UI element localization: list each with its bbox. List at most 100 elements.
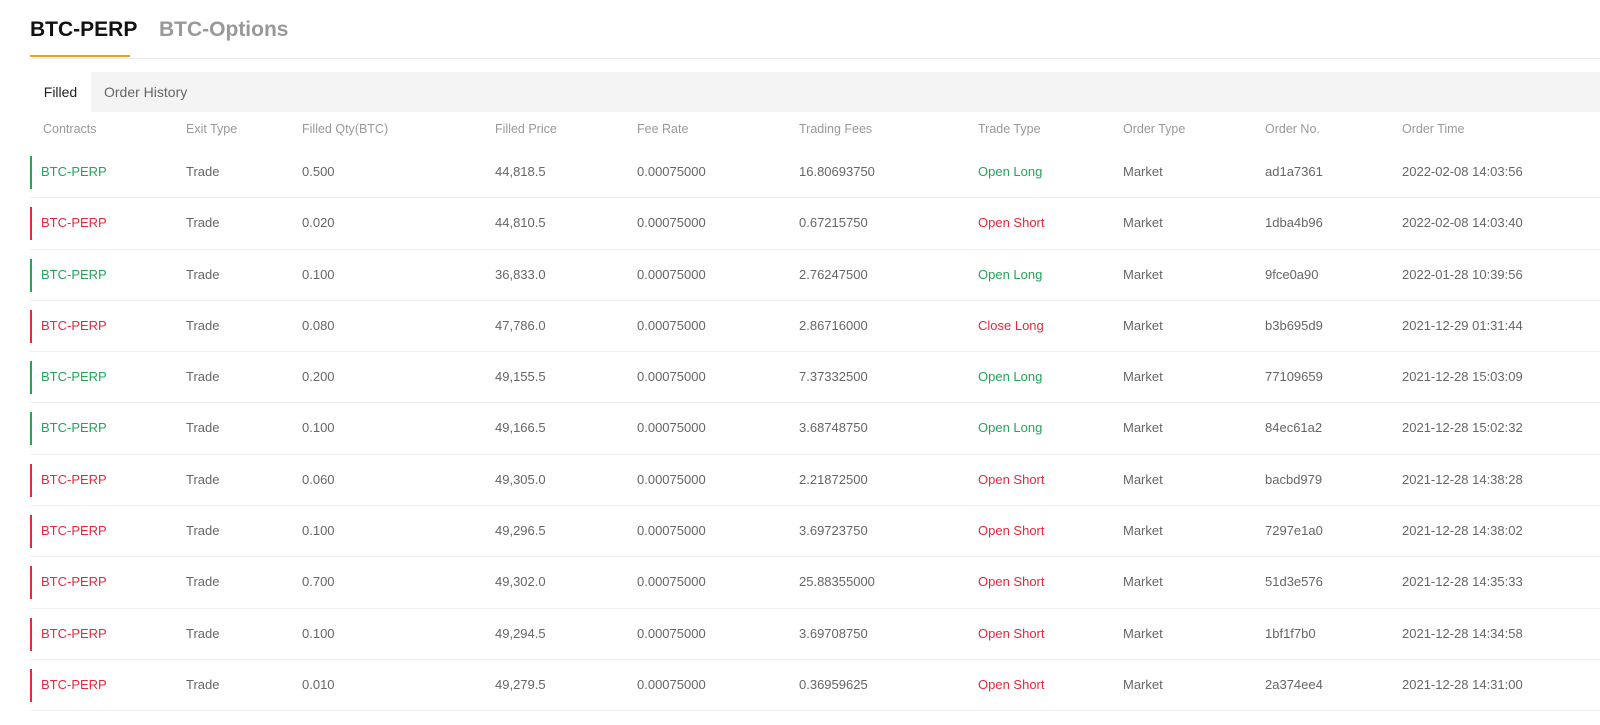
- cell-exit-type: Trade: [186, 574, 220, 590]
- cell-filled-price: 49,279.5: [495, 676, 546, 692]
- cell-trading-fees: 25.88355000: [799, 574, 875, 590]
- cell-trade-type: Open Short: [978, 215, 1045, 231]
- cell-filled-qty: 0.100: [302, 523, 335, 539]
- cell-order-time: 2021-12-28 14:38:28: [1402, 471, 1523, 487]
- cell-filled-qty: 0.500: [302, 164, 335, 179]
- cell-exit-type: Trade: [186, 471, 220, 487]
- table-row: BTC-PERP Trade 0.100 36,833.0 0.00075000 2.76…: [30, 250, 1600, 301]
- cell-order-no: ad1a7361: [1265, 164, 1323, 179]
- cell-order-type: Market: [1123, 625, 1163, 641]
- table-row: BTC-PERP Trade 0.100 49,294.5 0.00075000 3.69…: [30, 609, 1600, 660]
- table-row: BTC-PERP Trade 0.010 49,279.5 0.00075000 0.36…: [30, 660, 1600, 712]
- cell-filled-qty: 0.100: [302, 420, 335, 436]
- cell-order-type: Market: [1123, 523, 1163, 539]
- side-indicator-bar: [30, 156, 32, 189]
- cell-order-time: 2021-12-28 14:31:00: [1402, 676, 1523, 692]
- column-header-order-time: Order Time: [1402, 122, 1465, 136]
- cell-exit-type: Trade: [186, 266, 220, 282]
- cell-contract: BTC-PERP: [41, 164, 107, 179]
- cell-contract: BTC-PERP: [41, 420, 107, 436]
- cell-contract: BTC-PERP: [41, 523, 107, 539]
- cell-exit-type: Trade: [186, 164, 220, 179]
- cell-trade-type: Open Long: [978, 164, 1043, 179]
- cell-contract: BTC-PERP: [41, 317, 107, 333]
- tab-btc-options[interactable]: BTC-Options: [159, 18, 289, 41]
- cell-trade-type: Open Short: [978, 574, 1045, 590]
- cell-filled-price: 44,818.5: [495, 164, 546, 179]
- cell-trade-type: Close Long: [978, 317, 1044, 333]
- cell-contract: BTC-PERP: [41, 625, 107, 641]
- cell-order-time: 2021-12-28 15:03:09: [1402, 369, 1523, 385]
- table-row: BTC-PERP Trade 0.500 44,818.5 0.00075000 16.8…: [30, 147, 1600, 199]
- cell-order-time: 2021-12-28 15:02:32: [1402, 420, 1523, 436]
- cell-trading-fees: 3.69723750: [799, 523, 868, 539]
- cell-exit-type: Trade: [186, 523, 220, 539]
- column-header-trading-fees: Trading Fees: [799, 122, 873, 136]
- cell-order-time: 2021-12-29 01:31:44: [1402, 317, 1523, 333]
- tab-btc-perp[interactable]: BTC-PERP: [30, 18, 138, 41]
- cell-filled-qty: 0.080: [302, 317, 335, 333]
- cell-order-no: 51d3e576: [1265, 574, 1323, 590]
- tab-filled[interactable]: Filled: [30, 72, 91, 112]
- cell-fee-rate: 0.00075000: [637, 266, 706, 282]
- side-indicator-bar: [30, 361, 32, 395]
- cell-contract: BTC-PERP: [41, 574, 107, 590]
- cell-filled-price: 47,786.0: [495, 317, 546, 333]
- cell-filled-price: 49,166.5: [495, 420, 546, 436]
- cell-filled-price: 49,155.5: [495, 369, 546, 385]
- cell-fee-rate: 0.00075000: [637, 317, 706, 333]
- table-row: BTC-PERP Trade 0.700 49,302.0 0.00075000 25.8…: [30, 557, 1600, 609]
- cell-order-no: 1bf1f7b0: [1265, 625, 1316, 641]
- cell-order-no: 84ec61a2: [1265, 420, 1323, 436]
- cell-order-time: 2021-12-28 14:38:02: [1402, 523, 1523, 539]
- cell-fee-rate: 0.00075000: [637, 164, 706, 179]
- side-indicator-bar: [30, 258, 32, 292]
- cell-trading-fees: 2.76247500: [799, 266, 868, 282]
- cell-order-type: Market: [1123, 215, 1163, 231]
- cell-order-type: Market: [1123, 676, 1163, 692]
- cell-order-no: 77109659: [1265, 369, 1323, 385]
- cell-trading-fees: 2.86716000: [799, 317, 868, 333]
- cell-trade-type: Open Short: [978, 625, 1045, 641]
- cell-exit-type: Trade: [186, 625, 220, 641]
- side-indicator-bar: [30, 309, 32, 343]
- cell-exit-type: Trade: [186, 317, 220, 333]
- table-row: BTC-PERP Trade 0.020 44,810.5 0.00075000 0.67…: [30, 198, 1600, 250]
- column-header-contract: Contracts: [43, 122, 97, 136]
- cell-order-time: 2022-02-08 14:03:56: [1402, 164, 1523, 179]
- cell-filled-qty: 0.100: [302, 266, 335, 282]
- cell-order-no: 1dba4b96: [1265, 215, 1323, 231]
- cell-contract: BTC-PERP: [41, 676, 107, 692]
- cell-fee-rate: 0.00075000: [637, 625, 706, 641]
- side-indicator-bar: [30, 668, 32, 702]
- cell-order-type: Market: [1123, 317, 1163, 333]
- column-header-trade-type: Trade Type: [978, 122, 1041, 136]
- cell-order-no: b3b695d9: [1265, 317, 1323, 333]
- cell-order-type: Market: [1123, 164, 1163, 179]
- cell-order-no: bacbd979: [1265, 471, 1323, 487]
- side-indicator-bar: [30, 463, 32, 497]
- cell-contract: BTC-PERP: [41, 215, 107, 231]
- cell-order-time: 2022-01-28 10:39:56: [1402, 266, 1523, 282]
- cell-filled-price: 49,296.5: [495, 523, 546, 539]
- cell-exit-type: Trade: [186, 369, 220, 385]
- cell-fee-rate: 0.00075000: [637, 369, 706, 385]
- tab-order-history[interactable]: Order History: [104, 84, 188, 100]
- cell-trade-type: Open Short: [978, 523, 1045, 539]
- cell-fee-rate: 0.00075000: [637, 676, 706, 692]
- cell-order-time: 2022-02-08 14:03:40: [1402, 215, 1523, 231]
- history-tabs: Filled Order History: [30, 72, 1600, 112]
- column-header-exit-type: Exit Type: [186, 122, 238, 136]
- cell-trading-fees: 3.69708750: [799, 625, 868, 641]
- side-indicator-bar: [30, 515, 32, 549]
- cell-trade-type: Open Short: [978, 676, 1045, 692]
- cell-filled-qty: 0.010: [302, 676, 335, 692]
- cell-order-no: 2a374ee4: [1265, 676, 1323, 692]
- cell-trading-fees: 7.37332500: [799, 369, 868, 385]
- cell-order-type: Market: [1123, 574, 1163, 590]
- cell-filled-qty: 0.700: [302, 574, 335, 590]
- cell-trade-type: Open Long: [978, 369, 1043, 385]
- cell-fee-rate: 0.00075000: [637, 420, 706, 436]
- cell-filled-price: 49,302.0: [495, 574, 546, 590]
- cell-fee-rate: 0.00075000: [637, 471, 706, 487]
